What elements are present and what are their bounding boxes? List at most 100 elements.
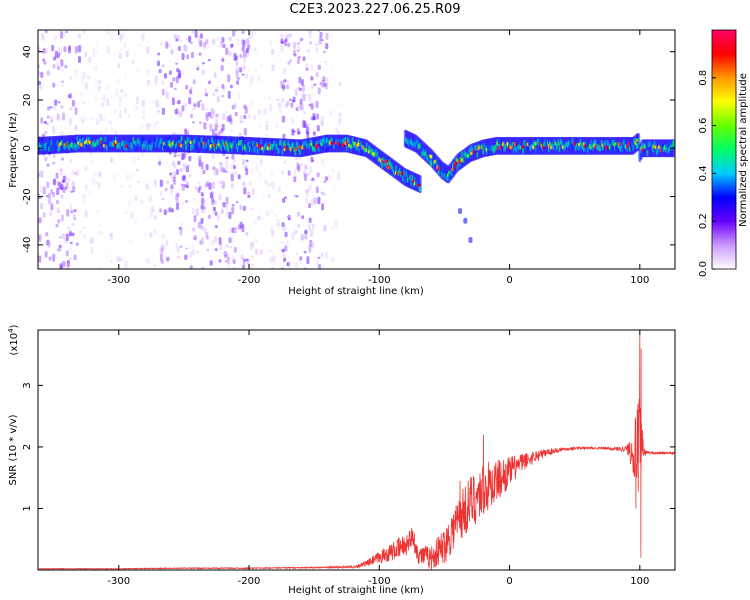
noise-cell [211, 181, 215, 189]
noise-cell [271, 64, 275, 72]
noise-cell [198, 155, 202, 161]
noise-cell [243, 128, 247, 136]
spectrogram-frame [37, 29, 676, 270]
noise-cell [278, 108, 282, 114]
noise-cell [39, 84, 43, 91]
noise-cell [312, 131, 316, 136]
noise-cell [176, 34, 180, 40]
noise-cell [110, 125, 114, 132]
noise-cell [179, 167, 183, 173]
noise-cell [40, 33, 44, 37]
noise-cell [93, 130, 97, 136]
noise-cell [193, 215, 197, 223]
noise-cell [97, 264, 101, 269]
colorbar-tick-label: 0.2 [698, 213, 709, 229]
noise-cell [175, 197, 179, 203]
noise-cell [308, 41, 312, 45]
noise-cell [200, 191, 204, 197]
noise-cell [222, 202, 226, 208]
noise-cell [202, 199, 206, 207]
noise-cell [53, 56, 57, 61]
noise-cell [205, 39, 209, 45]
noise-cell [42, 212, 46, 218]
noise-cell [176, 111, 180, 115]
noise-cell [110, 35, 114, 40]
noise-cell [241, 30, 245, 34]
noise-cell [198, 159, 202, 167]
noise-cell [44, 251, 48, 258]
noise-cell [179, 245, 183, 248]
noise-cell [115, 88, 119, 97]
noise-cell [282, 115, 286, 123]
noise-cell [297, 131, 301, 135]
ridge-peak [636, 138, 641, 143]
noise-cell [189, 113, 193, 119]
noise-cell [323, 180, 327, 184]
noise-cell [158, 161, 162, 166]
spectrogram-x-tick-label: 0 [506, 275, 512, 286]
noise-cell [207, 45, 211, 50]
noise-cell [56, 113, 60, 121]
noise-cell [316, 172, 320, 178]
noise-cell [301, 119, 305, 128]
noise-cell [216, 213, 220, 220]
noise-cell [182, 174, 186, 179]
noise-cell [59, 263, 63, 269]
noise-cell [57, 219, 61, 224]
noise-cell [210, 107, 214, 115]
noise-cell [68, 76, 72, 80]
noise-cell [38, 255, 42, 263]
noise-cell [264, 134, 268, 137]
noise-cell [149, 54, 153, 57]
noise-cell [58, 244, 62, 249]
noise-cell [140, 122, 144, 130]
noise-cell [200, 204, 204, 210]
noise-cell [243, 51, 247, 59]
noise-cell [166, 180, 170, 185]
noise-cell [195, 158, 199, 161]
noise-cell [280, 44, 284, 53]
noise-cell [249, 243, 253, 250]
noise-cell [280, 170, 284, 175]
noise-cell [62, 233, 66, 239]
noise-cell [209, 115, 213, 119]
noise-cell [94, 66, 98, 72]
noise-cell [191, 207, 195, 214]
noise-cell [311, 159, 315, 162]
noise-cell [47, 193, 51, 198]
noise-cell [245, 161, 249, 169]
noise-cell [69, 107, 73, 111]
noise-cell [205, 111, 209, 118]
noise-cell [232, 226, 236, 230]
noise-cell [196, 67, 200, 71]
noise-cell [255, 248, 259, 256]
noise-cell [208, 182, 212, 191]
noise-cell [286, 262, 290, 267]
noise-cell [82, 194, 86, 202]
noise-cell [64, 185, 68, 191]
noise-cell [330, 34, 334, 40]
noise-cell [232, 164, 236, 170]
noise-cell [297, 42, 301, 45]
noise-cell [264, 179, 268, 185]
noise-cell [95, 41, 99, 48]
noise-cell [220, 67, 224, 72]
noise-cell [250, 206, 254, 211]
noise-cell [203, 206, 207, 210]
spectrogram-y-tick-label: 0 [22, 145, 33, 151]
noise-cell [123, 74, 127, 80]
noise-cell [161, 197, 165, 201]
noise-cell [200, 224, 204, 231]
noise-cell [186, 54, 190, 60]
noise-cell [253, 31, 257, 36]
noise-cell [318, 37, 322, 45]
noise-cell [258, 170, 262, 178]
noise-cell [82, 30, 86, 34]
noise-cell [320, 158, 324, 165]
noise-cell [78, 55, 82, 63]
noise-cell [55, 172, 59, 179]
noise-cell [222, 43, 226, 49]
noise-cell [320, 191, 324, 195]
noise-cell [313, 83, 317, 86]
noise-cell [63, 261, 67, 267]
